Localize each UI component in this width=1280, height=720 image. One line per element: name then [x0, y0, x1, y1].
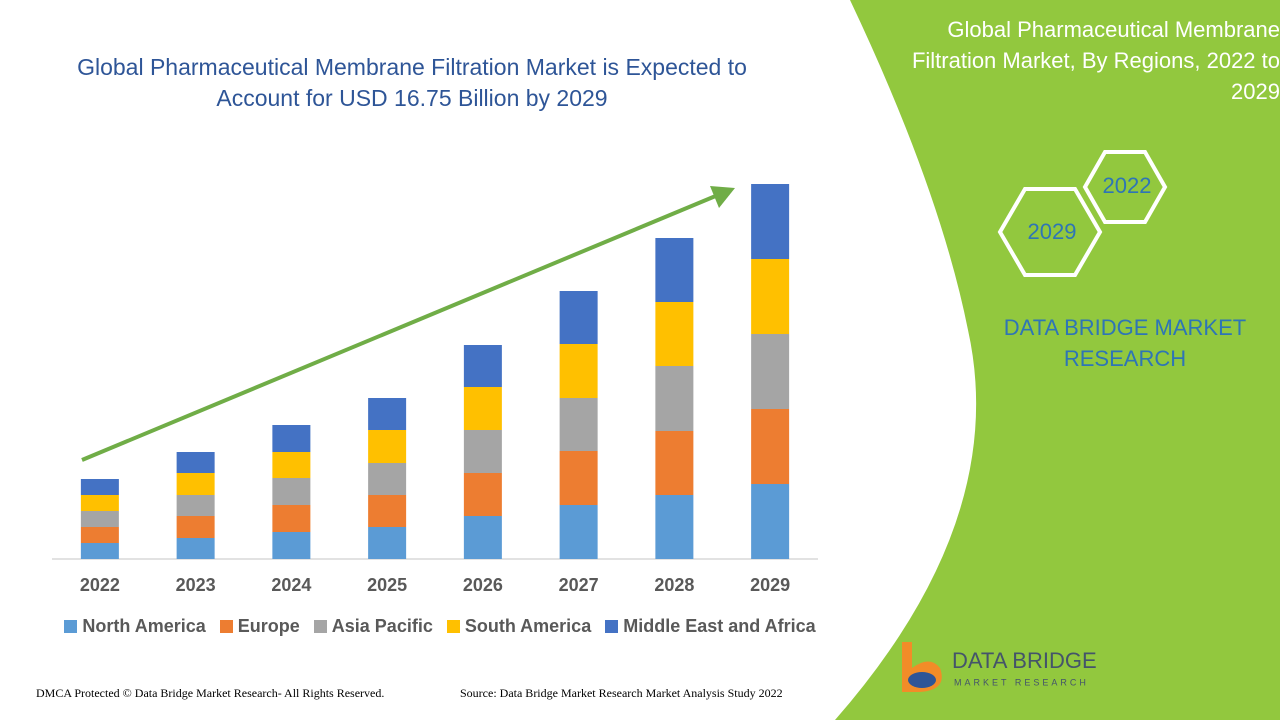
bar-segment	[751, 484, 790, 559]
bar-segment	[272, 452, 311, 478]
bar-segment	[80, 479, 119, 495]
bar-segment	[655, 366, 694, 431]
bar-segment	[368, 527, 407, 559]
bar-segment	[80, 511, 119, 527]
bar-segment	[655, 238, 694, 302]
x-tick-label: 2028	[654, 575, 694, 595]
brand: DATA BRIDGE MARKET RESEARCH	[1003, 315, 1247, 371]
bar-segment	[751, 334, 790, 409]
legend-entry: Asia Pacific	[313, 616, 433, 637]
chart-title: Global Pharmaceutical Membrane Filtratio…	[77, 54, 747, 111]
legend-entry: Middle East and Africa	[605, 616, 816, 637]
hexagon-label: 2029	[1028, 219, 1077, 244]
hexagon	[1082, 150, 1168, 224]
bar-segment	[272, 425, 311, 452]
legend-label: Europe	[237, 616, 300, 636]
x-tick-label: 2026	[463, 575, 503, 595]
bar-segment	[368, 495, 407, 527]
legend-label: Middle East and Africa	[623, 616, 816, 636]
source: Source: Data Bridge Market Research Mark…	[460, 686, 783, 700]
side-title: Global Pharmaceutical Membrane Filtratio…	[911, 17, 1280, 104]
bar-segment	[559, 344, 598, 398]
bar-segment	[272, 478, 311, 505]
bar-segment	[559, 451, 598, 505]
legend: North America Europe Asia Pacific South Ame…	[40, 616, 840, 637]
bar-segment	[272, 532, 311, 559]
bar-segment	[463, 345, 502, 387]
legend-label: North America	[82, 616, 206, 636]
bar-segment	[176, 495, 215, 516]
legend-entry: North America	[64, 616, 206, 637]
bar-segment	[272, 505, 311, 532]
bar-segment	[559, 505, 598, 559]
logo-name: DATA BRIDGE	[952, 648, 1097, 673]
legend-swatch	[313, 620, 327, 633]
x-tick-label: 2022	[80, 575, 120, 595]
bar-segment	[80, 543, 119, 559]
trend-arrow-head	[710, 186, 735, 208]
hexagon-label: 2022	[1103, 173, 1152, 198]
x-tick-label: 2029	[750, 575, 790, 595]
hexagon	[997, 187, 1103, 277]
bar-segment	[463, 473, 502, 516]
legend-swatch	[64, 620, 78, 633]
bar-segment	[655, 302, 694, 366]
legend-swatch	[605, 620, 619, 633]
bar-segment	[655, 431, 694, 495]
bar-segment	[751, 409, 790, 484]
legend-swatch	[446, 620, 460, 633]
bar-segment	[368, 463, 407, 495]
logo-mark	[908, 672, 936, 688]
bar-segment	[559, 398, 598, 451]
bar-segment	[80, 495, 119, 511]
bar-segment	[655, 495, 694, 559]
bar-segment	[751, 184, 790, 259]
copyright: DMCA Protected © Data Bridge Market Rese…	[36, 686, 385, 700]
x-tick-label: 2023	[176, 575, 216, 595]
bar-segment	[176, 516, 215, 538]
bar-segment	[176, 473, 215, 495]
logo-tagline: MARKET RESEARCH	[954, 677, 1089, 687]
legend-entry: Europe	[219, 616, 300, 637]
bar-segment	[80, 527, 119, 543]
bar-segment	[463, 387, 502, 430]
bar-segment	[463, 430, 502, 473]
legend-label: South America	[464, 616, 592, 636]
x-tick-label: 2024	[271, 575, 311, 595]
bar-segment	[368, 398, 407, 430]
x-tick-label: 2025	[367, 575, 407, 595]
bar-segment	[559, 291, 598, 344]
bar-segment	[176, 452, 215, 473]
legend-entry: South America	[446, 616, 592, 637]
bar-segment	[463, 516, 502, 559]
bar-segment	[176, 538, 215, 559]
side-background	[835, 0, 1280, 720]
legend-swatch	[219, 620, 233, 633]
trend-arrow	[81, 193, 719, 462]
x-tick-label: 2027	[559, 575, 599, 595]
legend-label: Asia Pacific	[331, 616, 433, 636]
bar-segment	[751, 259, 790, 334]
bar-segment	[368, 430, 407, 463]
